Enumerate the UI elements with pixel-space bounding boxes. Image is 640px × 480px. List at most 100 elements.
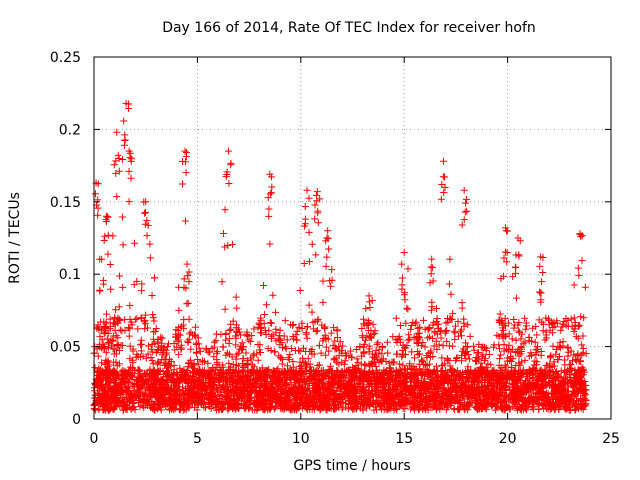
roti-point [284,354,292,362]
roti-point [302,330,310,338]
roti-point [152,370,160,378]
roti-point [104,399,112,407]
roti-point [289,373,297,381]
roti-point [106,377,114,385]
roti-point [223,349,231,357]
roti-point [162,346,170,354]
roti-point [184,337,192,345]
roti-point [218,383,226,391]
roti-point [426,333,434,341]
roti-point [545,315,553,323]
roti-point [158,334,166,342]
roti-point [505,319,513,327]
roti-point [485,393,493,401]
roti-point [394,392,402,400]
roti-point [514,393,522,401]
roti-point [442,327,450,335]
roti-point [157,333,165,341]
roti-point [373,406,381,414]
roti-point [414,351,422,359]
roti-point [552,369,560,377]
roti-point [134,325,142,333]
roti-point [500,341,508,349]
roti-point [557,344,565,352]
roti-point [424,370,432,378]
roti-point [496,355,504,363]
roti-point [562,396,570,404]
roti-point [396,386,404,394]
roti-point [210,353,218,361]
roti-point [266,240,274,248]
roti-point [251,399,259,407]
roti-point [366,362,374,370]
roti-point [280,406,288,414]
roti-point [204,348,212,356]
roti-point [244,380,252,388]
roti-point [395,360,403,368]
roti-point [226,335,234,343]
roti-point [499,326,507,334]
roti-point [158,342,166,350]
roti-point [296,377,304,385]
roti-point [574,350,582,358]
roti-point [233,327,241,335]
roti-point [186,390,194,398]
roti-point [360,383,368,391]
roti-point [105,384,113,392]
roti-point [554,373,562,381]
roti-point [310,371,318,379]
roti-point [487,361,495,369]
roti-point [426,360,434,368]
roti-point [476,372,484,380]
roti-point [301,369,309,377]
roti-point [162,376,170,384]
roti-point [380,400,388,408]
roti-point [139,397,147,405]
roti-point [372,391,380,399]
roti-point [550,373,558,381]
roti-point [572,332,580,340]
roti-point [268,319,276,327]
roti-point [278,393,286,401]
roti-point [384,378,392,386]
roti-point [168,397,176,405]
roti-point [213,349,221,357]
roti-point [360,340,368,348]
roti-point [542,381,550,389]
roti-point [337,368,345,376]
roti-point [413,339,421,347]
roti-point [549,342,557,350]
roti-point [383,338,391,346]
roti-point [429,353,437,361]
roti-point [229,360,237,368]
roti-point [310,325,318,333]
roti-point [385,402,393,410]
roti-point [116,326,124,334]
roti-point [300,358,308,366]
roti-point [561,385,569,393]
roti-point [407,322,415,330]
roti-point [148,357,156,365]
roti-point [330,324,338,332]
roti-point [135,388,143,396]
roti-point [507,374,515,382]
roti-point [293,327,301,335]
roti-point [497,351,505,359]
roti-point [455,376,463,384]
roti-point [276,326,284,334]
roti-point [106,315,114,323]
roti-point [429,335,437,343]
roti-point [459,373,467,381]
roti-point [289,358,297,366]
roti-point [410,389,418,397]
roti-point [236,390,244,398]
roti-point [250,363,258,371]
roti-point [117,387,125,395]
roti-point [299,400,307,408]
roti-point [243,328,251,336]
roti-point [284,362,292,370]
roti-point [121,395,129,403]
roti-point [505,330,513,338]
roti-point [225,359,233,367]
roti-point [215,378,223,386]
